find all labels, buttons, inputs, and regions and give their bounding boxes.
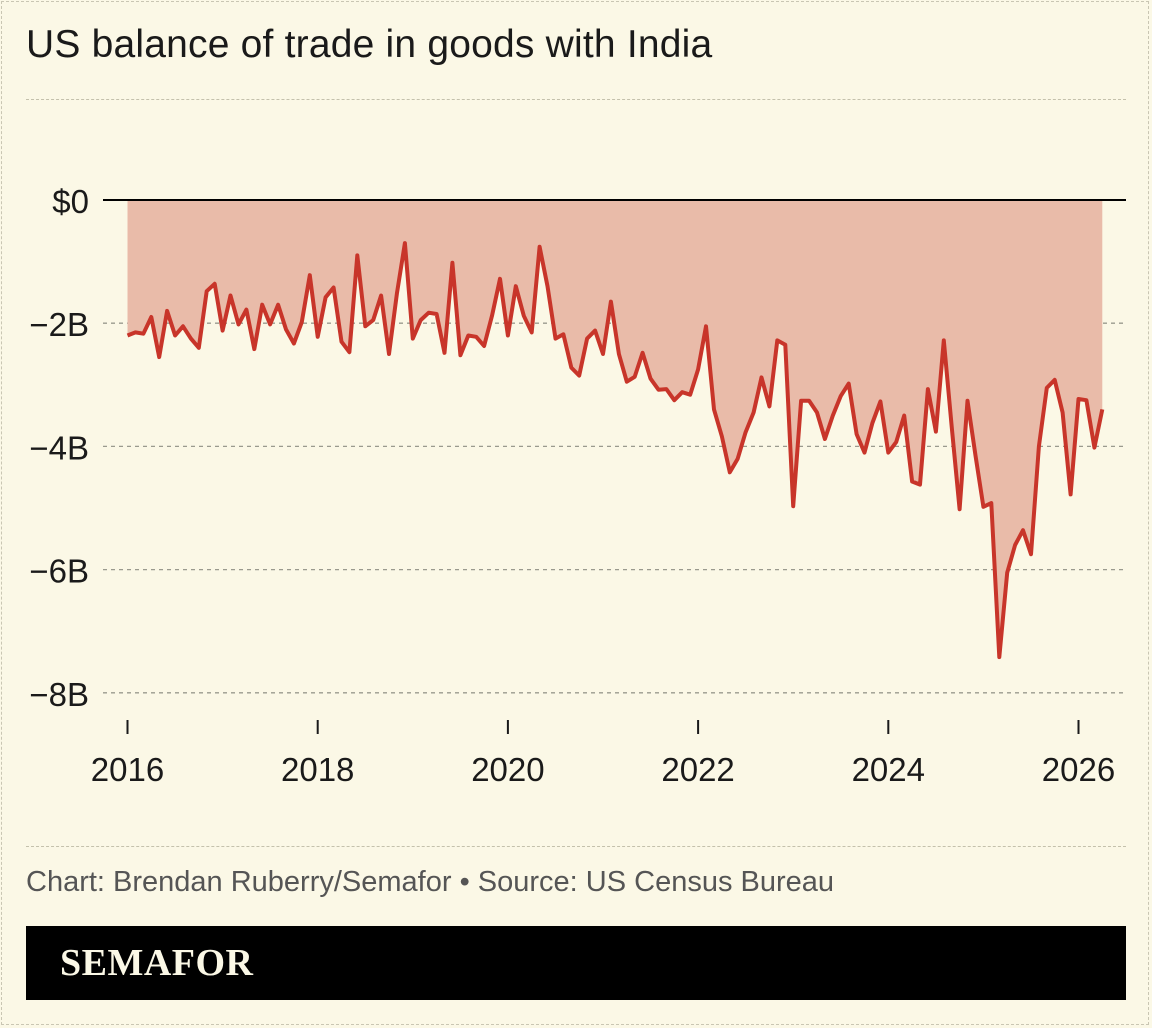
y-tick-label: $0: [52, 183, 89, 220]
x-tick-label: 2026: [1042, 751, 1115, 788]
x-tick-label: 2020: [471, 751, 544, 788]
x-tick-label: 2022: [661, 751, 734, 788]
y-tick-label: −8B: [29, 676, 89, 713]
y-tick-label: −2B: [29, 306, 89, 343]
y-tick-label: −4B: [29, 429, 89, 466]
footer-bar: SEMAFOR: [26, 926, 1126, 1000]
source-credit: Chart: Brendan Ruberry/Semafor • Source:…: [26, 866, 835, 898]
semafor-logo[interactable]: SEMAFOR: [60, 942, 254, 984]
y-tick-label: −6B: [29, 553, 89, 590]
x-tick-label: 2024: [852, 751, 925, 788]
x-tick-label: 2018: [281, 751, 354, 788]
x-tick-label: 2016: [91, 751, 164, 788]
chart-title: US balance of trade in goods with India: [26, 23, 713, 66]
y-axis-labels: $0 −2B −4B −6B −8B: [29, 183, 89, 713]
deficit-area: [127, 200, 1103, 658]
top-divider: [26, 99, 1126, 100]
grid-lines: [103, 322, 1126, 694]
trade-balance-line: [126, 241, 1105, 660]
x-axis-ticks: 2016 2018 2020 2022 2024 2026: [91, 720, 1115, 788]
bottom-divider: [26, 846, 1126, 847]
